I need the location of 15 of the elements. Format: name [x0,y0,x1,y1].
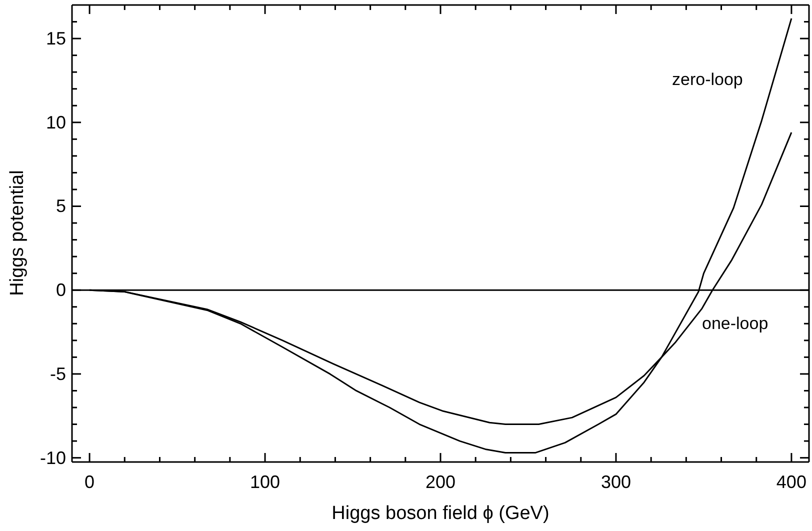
x-tick-label: 300 [600,472,631,492]
annotation: zero-loop [672,70,743,90]
x-tick-label: 400 [776,472,806,492]
y-tick-label: -10 [40,448,66,468]
y-tick-label: 0 [56,280,66,300]
x-tick-label: 200 [425,472,456,492]
y-tick-label: 5 [56,196,66,216]
y-tick-label: -5 [50,364,66,384]
x-tick-label: 0 [84,472,95,492]
x-tick-label: 100 [250,472,280,492]
x-axis-title: Higgs boson field ϕ (GeV) [330,503,550,525]
y-axis-title: Higgs potential [7,170,29,296]
y-tick-label: 15 [46,28,66,49]
y-tick-label: 10 [46,112,66,132]
annotation: one-loop [702,314,768,334]
